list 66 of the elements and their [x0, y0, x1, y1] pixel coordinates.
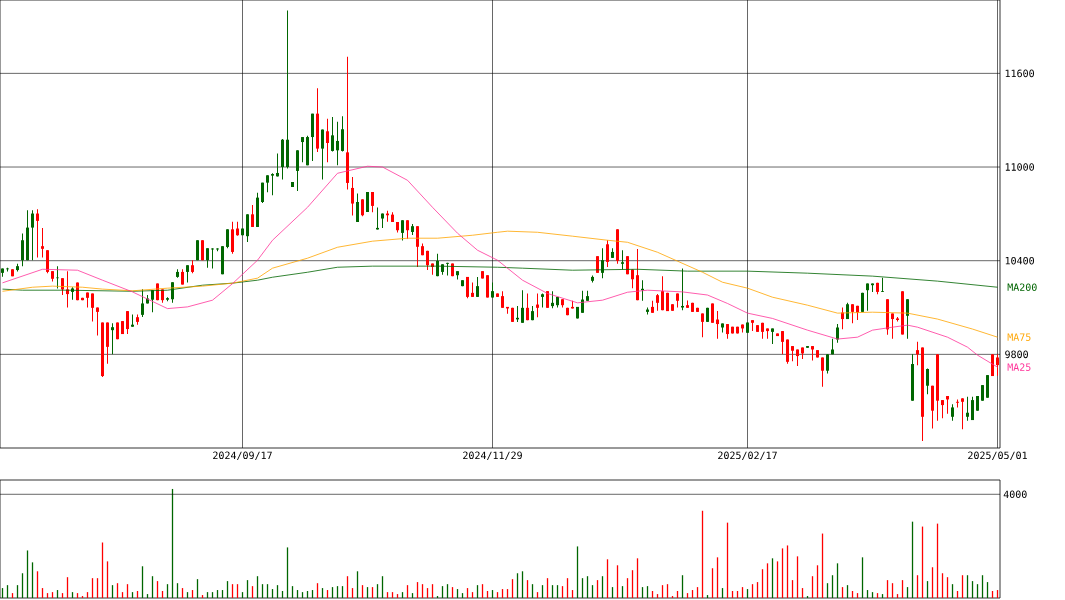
y-tick-label: 11000 — [1005, 163, 1034, 171]
candlestick — [536, 292, 540, 318]
candlestick — [836, 323, 840, 344]
candlestick — [326, 118, 329, 163]
candlestick — [661, 275, 665, 311]
candlestick — [41, 227, 44, 259]
candlestick — [821, 356, 825, 388]
candlestick — [961, 397, 965, 430]
candlestick — [301, 136, 304, 163]
candlestick — [476, 276, 480, 298]
candlestick — [311, 113, 314, 162]
candlestick — [701, 312, 705, 338]
candlestick — [321, 129, 324, 181]
candlestick — [851, 303, 855, 324]
candlestick — [251, 204, 254, 228]
candlestick — [906, 298, 910, 340]
candlestick — [356, 193, 360, 223]
candlestick — [406, 219, 410, 240]
series-label: MA200 — [1007, 283, 1037, 292]
candlestick — [126, 310, 129, 335]
candlestick — [401, 219, 405, 241]
candlestick — [246, 213, 249, 243]
candlestick — [21, 233, 24, 267]
candlestick — [916, 341, 920, 366]
candlestick — [231, 221, 234, 255]
candlestick — [966, 396, 970, 422]
candlestick — [341, 115, 345, 152]
candlestick — [606, 239, 610, 268]
candlestick — [926, 367, 930, 395]
candlestick — [96, 307, 99, 337]
candlestick — [296, 149, 299, 192]
line-series — [2, 165, 998, 368]
candlestick — [31, 209, 34, 261]
candlestick — [351, 176, 354, 216]
candlestick — [371, 191, 374, 213]
candlestick — [416, 225, 419, 268]
x-tick-label: 2024/09/17 — [213, 451, 272, 460]
candlestick — [36, 208, 39, 259]
y-tick-label: 10400 — [1005, 256, 1034, 265]
text: 4000 — [1003, 490, 1027, 499]
candlestick — [941, 399, 945, 419]
series-label: MA25 — [1007, 363, 1031, 371]
candlestick — [271, 172, 275, 196]
candlestick — [526, 292, 530, 321]
x-tick-label: 2025/02/17 — [718, 451, 777, 460]
candlestick — [226, 228, 229, 249]
series-label: MA75 — [1007, 333, 1031, 341]
candlestick — [46, 249, 49, 274]
candlestick — [206, 247, 209, 269]
candlestick — [786, 339, 790, 365]
y-tick-label: 11600 — [1005, 69, 1034, 78]
candlestick — [581, 290, 585, 314]
candlestick — [111, 322, 114, 355]
candlestick — [521, 289, 525, 324]
candlestick — [336, 121, 340, 166]
candlestick — [781, 330, 785, 355]
candlestick — [866, 282, 870, 312]
candlestick — [996, 353, 1000, 377]
candlestick — [826, 353, 830, 374]
line-series — [2, 230, 998, 338]
x-tick-label: 2024/11/29 — [463, 451, 522, 460]
candlestick — [91, 292, 94, 323]
x-tick-label: 2025/05/01 — [968, 451, 1027, 460]
y-tick-label: 9800 — [1005, 350, 1028, 359]
candlestick — [891, 312, 895, 340]
candlestick — [331, 116, 334, 152]
